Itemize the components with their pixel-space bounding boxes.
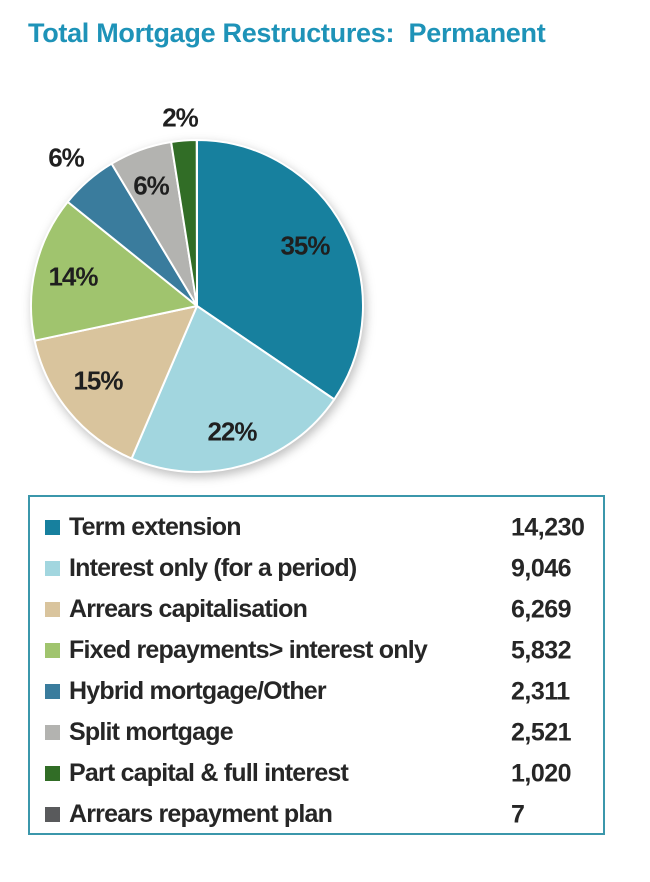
pie-percent-label-term-extension: 35% [280, 230, 330, 261]
pie-slice-interest-only-for-a-period [130, 305, 336, 473]
page-title: Total Mortgage Restructures: Permanent [28, 18, 546, 48]
legend-label: Split mortgage [69, 718, 234, 746]
legend-row-fixed-repayments-interest-only: Fixed repayments> interest only 5,832 [30, 630, 603, 671]
legend-value: 6,269 [511, 595, 572, 623]
legend-label: Hybrid mortgage/Other [69, 677, 327, 705]
legend-swatch-interest-only-for-a-period [45, 561, 60, 576]
legend-value: 1,020 [511, 759, 572, 787]
legend-swatch-term-extension [45, 520, 60, 535]
legend-value: 2,311 [511, 677, 570, 705]
legend-row-arrears-repayment-plan: Arrears repayment plan 7 [30, 794, 603, 835]
legend-label: Part capital & full interest [69, 759, 349, 787]
legend-label: Arrears repayment plan [69, 800, 333, 828]
legend-row-hybrid-mortgage-other: Hybrid mortgage/Other 2,311 [30, 671, 603, 712]
legend-swatch-fixed-repayments-interest-only [45, 643, 60, 658]
legend-swatch-part-capital-full-interest [45, 766, 60, 781]
legend-swatch-arrears-repayment-plan [45, 807, 60, 822]
legend-label: Interest only (for a period) [69, 554, 357, 582]
pie-slice-fixed-repayments-interest-only [30, 200, 198, 342]
pie-slice-arrears-capitalisation [33, 305, 198, 460]
legend-label: Term extension [69, 513, 242, 541]
legend-value: 5,832 [511, 636, 572, 664]
pie-svg [30, 138, 364, 473]
legend-value: 14,230 [511, 513, 585, 541]
legend-row-split-mortgage: Split mortgage 2,521 [30, 712, 603, 753]
pie-percent-label-hybrid-mortgage-other: 6% [48, 142, 85, 173]
legend-label: Arrears capitalisation [69, 595, 308, 623]
pie-slice-term-extension [196, 139, 364, 401]
pie-percent-label-arrears-capitalisation: 15% [73, 365, 123, 396]
legend-value: 7 [511, 800, 525, 828]
legend-value: 9,046 [511, 554, 572, 582]
legend-row-interest-only-for-a-period: Interest only (for a period) 9,046 [30, 548, 603, 589]
pie-chart: 35% 22% 15% 14% 6% 6% 2% [30, 102, 364, 473]
legend-value: 2,521 [511, 718, 572, 746]
legend-row-arrears-capitalisation: Arrears capitalisation 6,269 [30, 589, 603, 630]
legend-row-part-capital-full-interest: Part capital & full interest 1,020 [30, 753, 603, 794]
legend-label: Fixed repayments> interest only [69, 636, 428, 664]
legend-swatch-arrears-capitalisation [45, 602, 60, 617]
legend-box: Term extension 14,230 Interest only (for a… [28, 495, 605, 835]
pie-percent-label-part-capital-full-interest: 2% [162, 102, 199, 133]
pie-percent-label-fixed-repayments-interest-only: 14% [48, 261, 98, 292]
legend-swatch-hybrid-mortgage-other [45, 684, 60, 699]
legend-swatch-split-mortgage [45, 725, 60, 740]
pie-percent-label-interest-only-for-a-period: 22% [207, 416, 257, 447]
legend-row-term-extension: Term extension 14,230 [30, 507, 603, 548]
pie-percent-label-split-mortgage: 6% [133, 170, 170, 201]
